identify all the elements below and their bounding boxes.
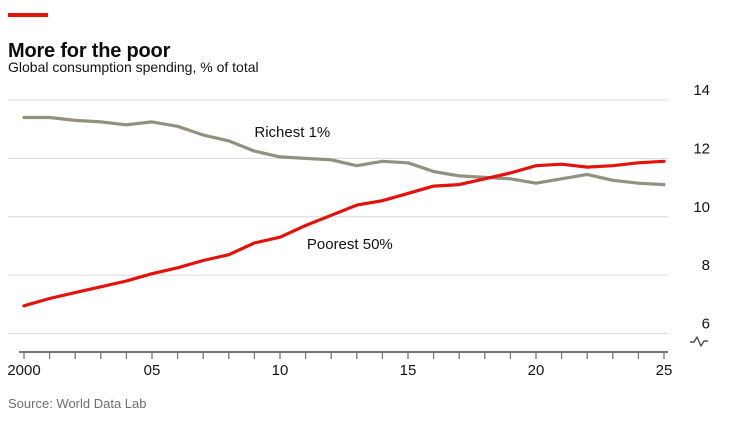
- x-tick-label: 15: [400, 362, 417, 379]
- series-label-poorest-50-: Poorest 50%: [307, 236, 393, 253]
- y-tick-label: 12: [693, 140, 710, 157]
- x-tick-label: 10: [272, 362, 289, 379]
- source-note: Source: World Data Lab: [8, 396, 147, 411]
- y-tick-label: 14: [693, 82, 710, 99]
- x-tick-label: 2000: [7, 362, 40, 379]
- series-line-poorest-50-: [22, 159, 666, 308]
- x-tick-label: 20: [528, 362, 545, 379]
- y-tick-label: 6: [702, 316, 710, 333]
- y-tick-label: 10: [693, 199, 710, 216]
- series-line-richest-1-: [22, 115, 666, 187]
- chart-title: More for the poor: [8, 40, 171, 63]
- x-tick-label: 05: [144, 362, 161, 379]
- accent-bar: [8, 13, 48, 17]
- y-tick-label: 8: [702, 257, 710, 274]
- series-label-richest-1-: Richest 1%: [254, 124, 330, 141]
- axis-break-icon: [690, 336, 708, 347]
- chart-subtitle: Global consumption spending, % of total: [8, 59, 259, 75]
- x-tick-label: 25: [656, 362, 673, 379]
